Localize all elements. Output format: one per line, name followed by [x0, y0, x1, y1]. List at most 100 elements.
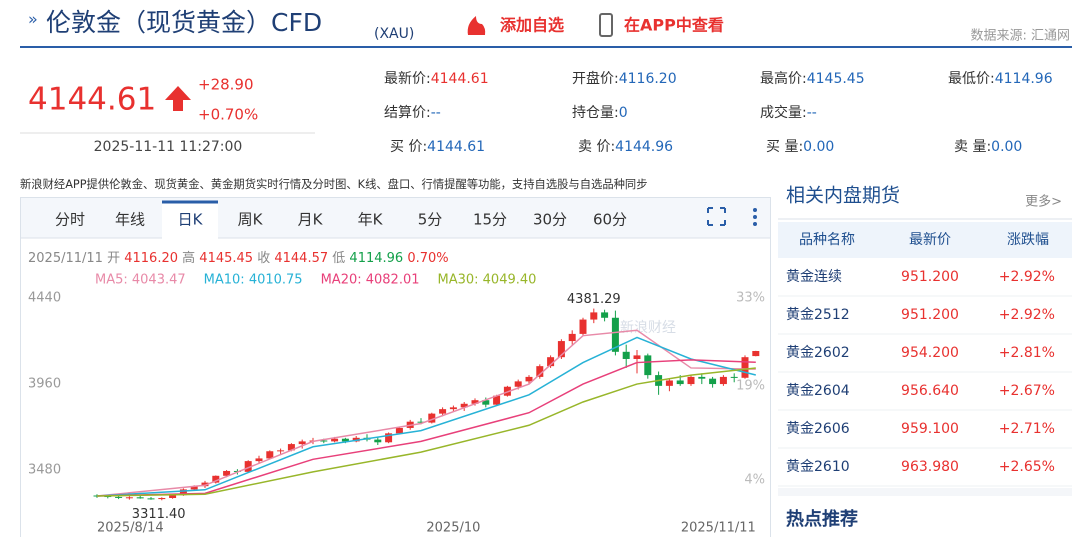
hot-title: 热点推荐	[786, 508, 858, 530]
info-close: 4144.57	[274, 251, 328, 266]
candle-body	[125, 497, 133, 499]
row-name[interactable]: 黄金2604	[786, 382, 850, 399]
tab[interactable]: 5分	[418, 211, 443, 229]
field: 卖 价:4144.96	[578, 139, 673, 155]
candle-body	[147, 498, 155, 500]
tab[interactable]: 月K	[298, 211, 324, 229]
field-value: 0	[619, 105, 628, 121]
quote-time: 2025-11-11 11:27:00	[94, 139, 243, 155]
candle-body	[115, 496, 123, 498]
row-change: +2.81%	[999, 345, 1055, 361]
watermark: 新浪财经	[620, 320, 676, 336]
candle-body	[341, 438, 349, 442]
info-low_label: 低	[332, 251, 345, 266]
candle-body	[244, 461, 252, 472]
row-change: +2.92%	[999, 269, 1055, 285]
candle-body	[611, 317, 619, 352]
tab[interactable]: 60分	[593, 211, 627, 229]
fullscreen-icon[interactable]	[707, 207, 726, 226]
menu-icon[interactable]	[753, 208, 757, 226]
candle-body	[482, 400, 490, 405]
field-label: 买 价:	[390, 139, 427, 155]
x-tick-label: 2025/10	[426, 521, 480, 536]
field-value: 4144.61	[431, 71, 489, 87]
ma-line	[96, 367, 756, 497]
candle-body	[320, 440, 328, 442]
open-app[interactable]: 在APP中查看	[624, 16, 724, 35]
ma-line	[96, 336, 756, 497]
up-arrow	[165, 86, 191, 111]
candle-body	[395, 427, 403, 434]
row-name[interactable]: 黄金连续	[786, 268, 842, 285]
candle-body	[417, 421, 425, 423]
side-gap	[778, 488, 1072, 496]
min-label: 3311.40	[132, 507, 186, 522]
candle-body	[525, 376, 533, 382]
tab[interactable]: 年线	[115, 211, 145, 229]
tab[interactable]: 日K	[178, 211, 204, 229]
candle-body	[385, 433, 393, 443]
row-name[interactable]: 黄金2602	[786, 344, 850, 361]
field-label: 买 量:	[766, 139, 803, 155]
candle-body	[579, 319, 587, 334]
notice: 新浪财经APP提供伦敦金、现货黄金、黄金期货实时行情及分时图、K线、盘口、行情提…	[20, 177, 648, 191]
tab[interactable]: 15分	[473, 211, 507, 229]
candle-body	[179, 489, 187, 496]
row-name[interactable]: 黄金2606	[786, 420, 850, 437]
row-change: +2.67%	[999, 383, 1055, 399]
tab-selected-bg	[162, 201, 218, 239]
candle-body	[158, 498, 166, 500]
field-value: 0.00	[803, 139, 834, 155]
add-watch[interactable]: 添加自选	[500, 16, 564, 35]
chart-panel	[20, 197, 771, 537]
candle-body	[622, 351, 630, 359]
x-tick-label: 2025/11/11	[681, 521, 756, 536]
row-price: 963.980	[901, 459, 959, 475]
row-name[interactable]: 黄金2512	[786, 306, 850, 323]
row-name[interactable]: 黄金2610	[786, 458, 850, 475]
candle-body	[428, 413, 436, 423]
candle-body	[687, 376, 695, 385]
side-title: 相关内盘期货	[786, 185, 900, 207]
row-price: 959.100	[901, 421, 959, 437]
field-label: 成交量:	[760, 104, 807, 121]
row-change: +2.92%	[999, 307, 1055, 323]
tab-bar	[21, 198, 770, 238]
candle-body	[266, 451, 274, 459]
tab[interactable]: 年K	[358, 211, 384, 229]
row-change: +2.71%	[999, 421, 1055, 437]
candle-body	[730, 376, 738, 378]
flame-icon	[467, 16, 486, 35]
candle-body	[633, 355, 641, 359]
field-label: 结算价:	[384, 105, 431, 121]
candle-body	[471, 400, 479, 404]
field-value: 4145.45	[807, 71, 865, 87]
candle-body	[719, 376, 727, 385]
field: 最低价:4114.96	[948, 71, 1053, 87]
candle-body	[752, 350, 760, 357]
candle-body	[298, 441, 306, 445]
field-value: 4116.20	[619, 71, 677, 87]
candle-body	[439, 409, 447, 414]
tab[interactable]: 分时	[55, 211, 85, 229]
tab[interactable]: 周K	[238, 211, 264, 229]
row-price: 951.200	[901, 307, 959, 323]
candle-body	[676, 380, 684, 385]
candle-body	[223, 470, 231, 476]
tab[interactable]: 30分	[533, 211, 567, 229]
field-label: 持仓量:	[572, 105, 619, 121]
info-open_label: 开	[107, 251, 120, 266]
col-header: 品种名称	[799, 232, 855, 248]
max-label: 4381.29	[567, 292, 621, 307]
candle-body	[136, 497, 144, 499]
candle-body	[590, 312, 598, 320]
side-header-bg	[778, 222, 1072, 258]
legend-entry: MA20: 4082.01	[321, 273, 420, 288]
field-value: 4114.96	[995, 71, 1053, 87]
candle-body	[255, 458, 263, 462]
side-more[interactable]: 更多>	[1025, 194, 1062, 210]
candle-body	[741, 357, 749, 378]
y2-tick-label: 33%	[736, 291, 765, 306]
row-price: 951.200	[901, 269, 959, 285]
